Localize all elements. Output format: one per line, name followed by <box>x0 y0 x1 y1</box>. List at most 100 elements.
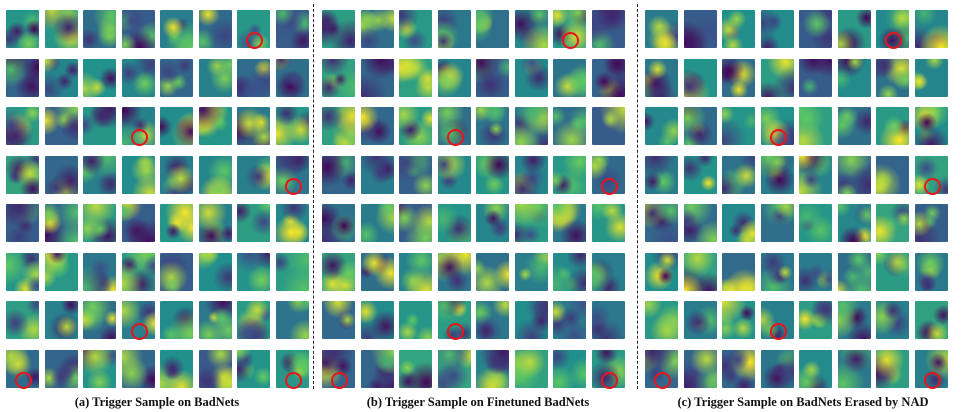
feature-tile <box>322 204 355 242</box>
feature-tile <box>275 107 309 145</box>
feature-tile <box>645 252 678 291</box>
feature-tile <box>722 301 755 339</box>
feature-tile <box>799 107 832 145</box>
feature-tile <box>553 107 586 145</box>
feature-tile <box>760 107 794 145</box>
feature-tile <box>514 204 548 242</box>
feature-tile <box>514 58 548 97</box>
feature-tile <box>44 301 78 339</box>
feature-tile <box>83 10 116 48</box>
trigger-marker <box>15 371 32 389</box>
trigger-marker <box>885 32 902 49</box>
feature-tile <box>645 204 678 242</box>
feature-tile <box>514 10 548 48</box>
caption-b: (b) Trigger Sample on Finetuned BadNets <box>366 395 590 409</box>
feature-tile <box>121 252 155 291</box>
feature-tile <box>760 349 794 388</box>
feature-tile <box>437 301 471 339</box>
feature-tile <box>837 252 871 291</box>
feature-tile <box>275 204 309 242</box>
feature-tile <box>914 107 948 145</box>
trigger-marker <box>562 32 579 49</box>
feature-tile <box>83 204 116 242</box>
feature-tile <box>722 10 755 48</box>
trigger-marker <box>331 371 348 389</box>
feature-tile <box>44 10 78 48</box>
feature-tile <box>876 349 909 388</box>
trigger-marker <box>654 371 671 389</box>
feature-tile <box>683 155 717 194</box>
feature-tile <box>198 349 232 388</box>
feature-tile <box>837 155 871 194</box>
feature-tile <box>198 10 232 48</box>
feature-tile <box>44 155 78 194</box>
feature-tile <box>6 252 39 291</box>
feature-tile <box>6 204 39 242</box>
feature-tile <box>476 204 509 242</box>
feature-tile <box>591 301 625 339</box>
feature-tile <box>237 349 270 388</box>
trigger-marker <box>246 32 263 49</box>
feature-tile <box>237 252 270 291</box>
feature-tile <box>198 107 232 145</box>
divider-right <box>637 4 638 389</box>
feature-tile <box>360 252 394 291</box>
feature-tile <box>591 10 625 48</box>
feature-tile <box>83 107 116 145</box>
feature-tile <box>799 155 832 194</box>
feature-tile <box>360 107 394 145</box>
feature-tile <box>514 349 548 388</box>
feature-tile <box>476 252 509 291</box>
feature-tile <box>198 155 232 194</box>
feature-tile <box>6 301 39 339</box>
feature-tile <box>760 252 794 291</box>
feature-tile <box>476 10 509 48</box>
feature-tile <box>876 204 909 242</box>
feature-tile <box>121 155 155 194</box>
feature-tile <box>722 155 755 194</box>
feature-tile <box>514 155 548 194</box>
feature-tile <box>6 58 39 97</box>
feature-tile <box>914 204 948 242</box>
trigger-marker <box>769 129 787 146</box>
feature-tile <box>876 10 909 48</box>
feature-tile <box>553 301 586 339</box>
feature-tile <box>6 10 39 48</box>
feature-tile <box>237 58 270 97</box>
feature-tile <box>160 349 193 388</box>
feature-tile <box>6 107 39 145</box>
feature-tile <box>476 58 509 97</box>
feature-tile <box>121 204 155 242</box>
feature-tile <box>83 58 116 97</box>
trigger-marker <box>600 177 618 195</box>
feature-tile <box>198 58 232 97</box>
feature-tile <box>121 349 155 388</box>
feature-tile <box>876 301 909 339</box>
feature-tile <box>237 301 270 339</box>
feature-tile <box>437 10 471 48</box>
feature-tile <box>476 107 509 145</box>
feature-tile <box>722 204 755 242</box>
feature-tile <box>645 301 678 339</box>
feature-tile <box>360 301 394 339</box>
feature-tile <box>83 301 116 339</box>
feature-tile <box>760 10 794 48</box>
feature-tile <box>83 155 116 194</box>
feature-tile <box>160 155 193 194</box>
feature-tile <box>722 58 755 97</box>
feature-tile <box>591 58 625 97</box>
feature-tile <box>198 252 232 291</box>
feature-tile <box>275 10 309 48</box>
trigger-marker <box>923 177 941 195</box>
feature-tile <box>683 58 717 97</box>
caption-c: (c) Trigger Sample on BadNets Erased by … <box>677 395 929 409</box>
feature-tile <box>437 204 471 242</box>
feature-tile <box>683 107 717 145</box>
feature-tile <box>799 349 832 388</box>
feature-tile <box>914 252 948 291</box>
feature-tile <box>876 155 909 194</box>
feature-tile <box>437 155 471 194</box>
feature-tile <box>683 10 717 48</box>
feature-tile <box>198 204 232 242</box>
feature-tile <box>591 204 625 242</box>
